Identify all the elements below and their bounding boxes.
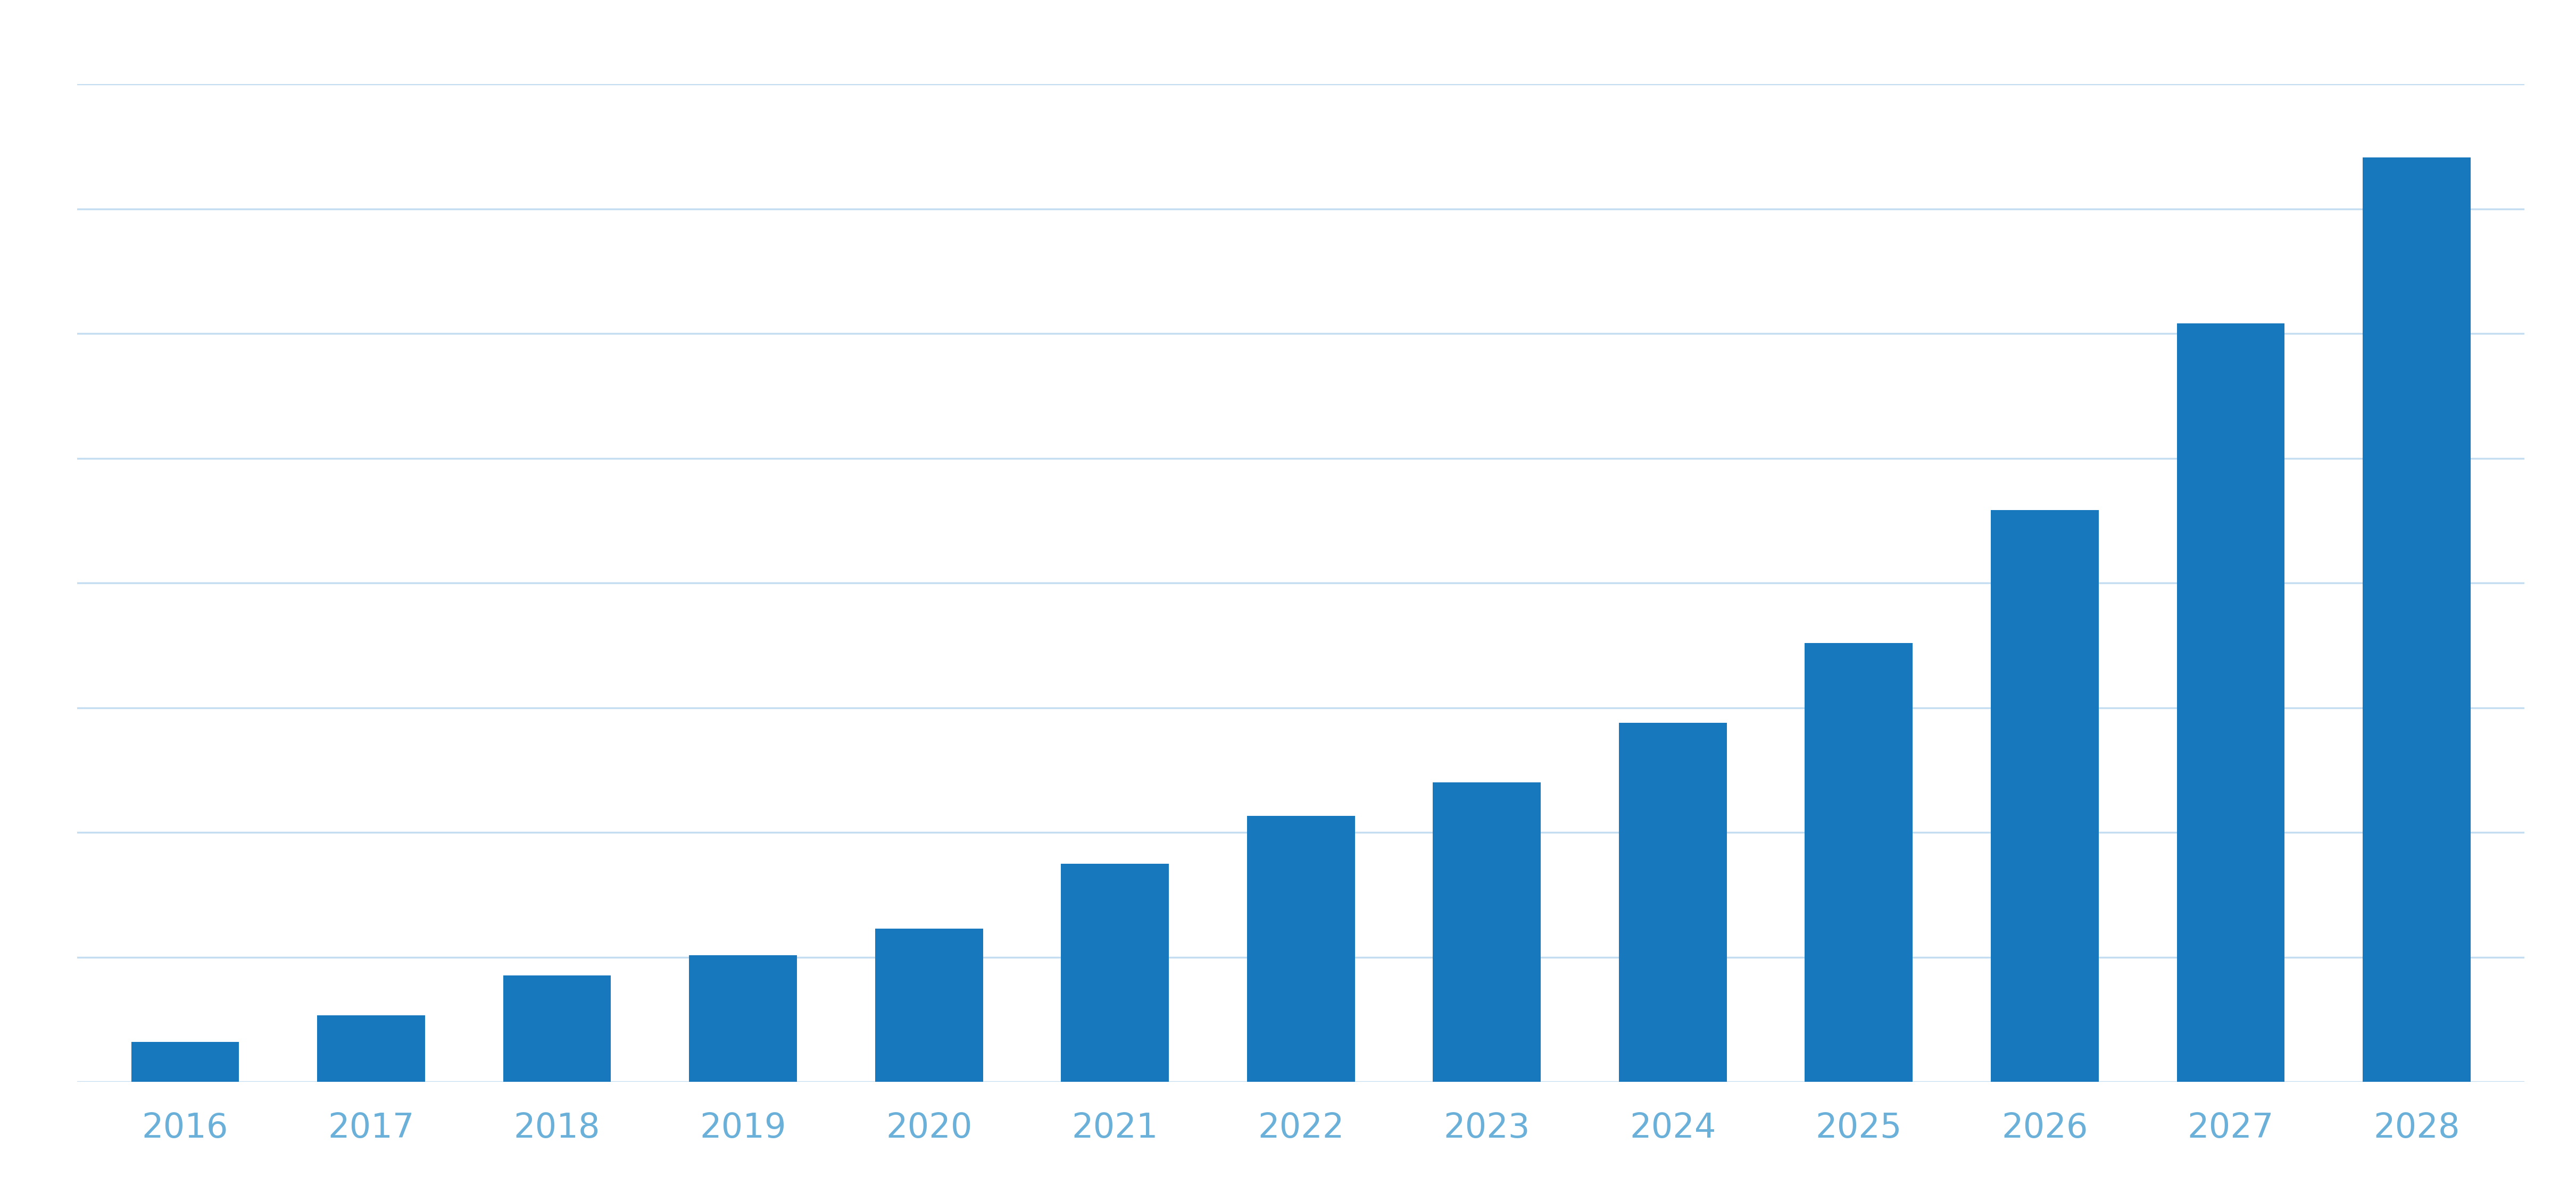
Bar	[2362, 157, 2470, 1082]
Bar	[131, 1042, 240, 1082]
Bar	[690, 956, 796, 1082]
Bar	[1991, 510, 2099, 1082]
Bar	[317, 1016, 425, 1082]
Bar	[2177, 323, 2285, 1082]
Bar	[1806, 643, 1911, 1082]
Bar	[1618, 722, 1726, 1082]
Bar	[1061, 864, 1170, 1082]
Bar	[1432, 783, 1540, 1082]
Bar	[1247, 816, 1355, 1082]
Bar	[876, 929, 984, 1082]
Bar	[502, 975, 611, 1082]
